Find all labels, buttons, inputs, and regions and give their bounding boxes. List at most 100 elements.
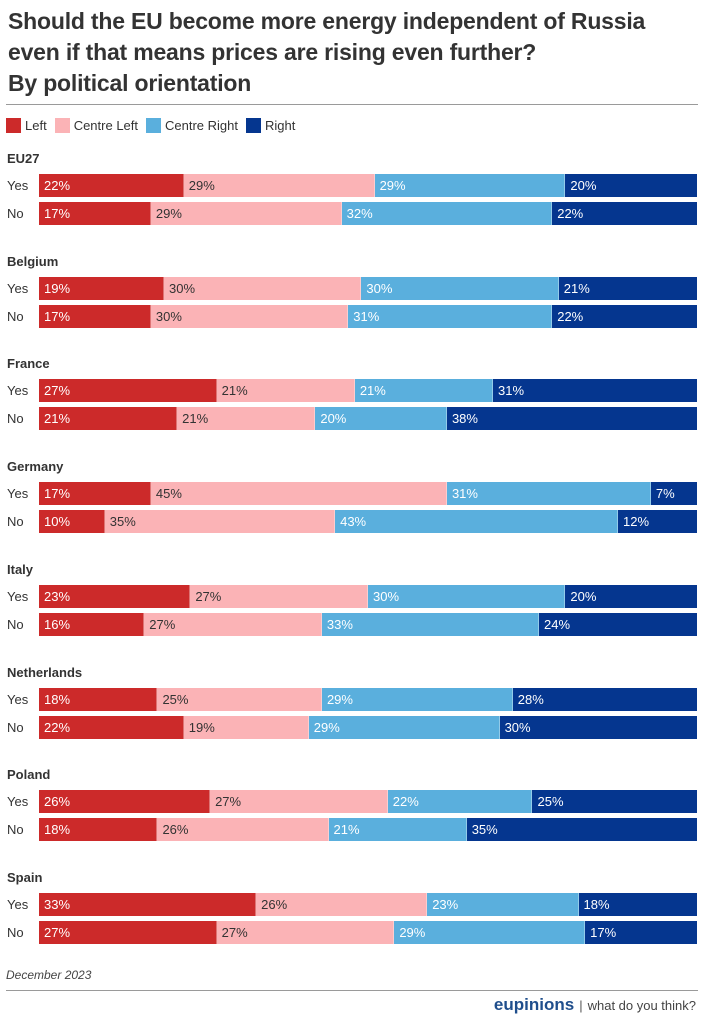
bar-segment-spain-yes-left: 33% (39, 892, 257, 916)
bar-segment-eu27-yes-left: 22% (39, 174, 184, 197)
bar-segment-germany-yes-left: 17% (39, 482, 151, 506)
bar-poland-yes: 26% 27% 22% 25% (39, 790, 697, 814)
bar-segment-france-no-centre-left: 21% (177, 407, 316, 431)
footer-divider (6, 990, 698, 991)
bar-segment-germany-no-centre-left: 35% (104, 510, 336, 534)
bar-segment-france-yes-right: 31% (493, 379, 697, 403)
title-divider (6, 104, 698, 105)
title-line-1: Should the EU become more energy indepen… (8, 8, 646, 34)
bar-spain-no: 27% 27% 29% 17% (39, 920, 697, 944)
bar-segment-italy-yes-left: 23% (39, 584, 191, 608)
group-label-italy: Italy (7, 561, 34, 577)
row-label-germany-no: No (7, 514, 24, 530)
bar-segment-france-yes-centre-right: 21% (354, 379, 493, 403)
bar-segment-poland-yes-centre-left: 27% (210, 790, 388, 814)
bar-segment-netherlands-yes-left: 18% (39, 687, 158, 711)
legend-label-left: Left (25, 118, 47, 133)
legend-label-centre-right: Centre Right (165, 118, 238, 133)
row-label-poland-yes: Yes (7, 794, 29, 810)
bar-belgium-yes: 19% 30% 30% 21% (39, 276, 697, 300)
bar-segment-eu27-yes-centre-right: 29% (374, 174, 566, 197)
bar-segment-eu27-no-centre-right: 32% (341, 202, 553, 225)
row-label-eu27-yes: Yes (7, 178, 29, 193)
legend-swatch-right (246, 118, 261, 133)
legend-item-left: Left (6, 118, 47, 133)
legend-swatch-centre-right (146, 118, 162, 133)
bar-segment-france-no-left: 21% (39, 407, 178, 431)
row-label-spain-no: No (7, 924, 24, 940)
bar-segment-eu27-no-right: 22% (552, 202, 697, 225)
row-label-netherlands-no: No (7, 719, 24, 735)
bar-segment-netherlands-no-centre-left: 19% (183, 715, 309, 739)
bar-segment-belgium-yes-right: 21% (558, 276, 697, 300)
bar-france-no: 21% 21% 20% 38% (39, 407, 697, 431)
bar-netherlands-yes: 18% 25% 29% 28% (39, 687, 697, 711)
row-label-eu27-no: No (7, 206, 24, 221)
group-label-poland: Poland (7, 767, 51, 783)
bar-segment-eu27-yes-right: 20% (565, 174, 697, 197)
brand-footer: eupinions | what do you think? (494, 995, 696, 1015)
row-label-france-no: No (7, 411, 24, 427)
legend-label-right: Right (265, 118, 296, 133)
bar-segment-italy-no-left: 16% (39, 612, 145, 636)
survey-date: December 2023 (6, 968, 92, 982)
bar-poland-no: 18% 26% 21% 35% (39, 818, 697, 842)
row-label-netherlands-yes: Yes (7, 691, 29, 707)
bar-segment-italy-yes-centre-left: 27% (190, 584, 368, 608)
bar-segment-france-yes-centre-left: 21% (216, 379, 355, 403)
bar-segment-poland-yes-centre-right: 22% (387, 790, 533, 814)
bar-segment-france-yes-left: 27% (39, 379, 217, 403)
bar-segment-belgium-no-left: 17% (39, 304, 151, 328)
bar-segment-netherlands-yes-right: 28% (512, 687, 697, 711)
bar-segment-eu27-no-left: 17% (39, 202, 151, 225)
bar-segment-poland-no-centre-right: 21% (328, 818, 467, 842)
bar-eu27-yes: 22% 29% 29% 20% (39, 174, 697, 197)
bar-segment-spain-no-centre-right: 29% (394, 920, 586, 944)
bar-segment-germany-yes-centre-left: 45% (150, 482, 447, 506)
bar-segment-germany-yes-right: 7% (650, 482, 697, 506)
group-label-spain: Spain (7, 869, 43, 885)
bar-italy-no: 16% 27% 33% 24% (39, 612, 697, 636)
bar-segment-netherlands-no-left: 22% (39, 715, 184, 739)
legend-item-right: Right (246, 118, 295, 133)
bar-segment-germany-no-right: 12% (618, 510, 697, 534)
bar-segment-italy-no-centre-left: 27% (144, 612, 322, 636)
bar-segment-spain-no-left: 27% (39, 920, 217, 944)
bar-segment-poland-yes-right: 25% (532, 790, 697, 814)
title-line-2: even if that means prices are rising eve… (8, 39, 537, 65)
bar-segment-belgium-no-centre-left: 30% (150, 304, 349, 328)
bar-segment-belgium-yes-centre-left: 30% (164, 276, 362, 300)
bar-segment-france-no-right: 38% (446, 407, 697, 431)
legend-swatch-centre-left (54, 118, 70, 133)
bar-france-yes: 27% 21% 21% 31% (39, 379, 697, 403)
row-label-belgium-yes: Yes (7, 280, 29, 296)
bar-segment-germany-no-centre-right: 43% (335, 510, 619, 534)
bar-segment-netherlands-no-centre-right: 29% (308, 715, 500, 739)
bar-spain-yes: 33% 26% 23% 18% (39, 892, 697, 916)
group-label-germany: Germany (7, 459, 64, 475)
bar-segment-eu27-yes-centre-left: 29% (183, 174, 375, 197)
bar-segment-poland-no-centre-left: 26% (157, 818, 329, 842)
bar-segment-netherlands-yes-centre-right: 29% (321, 687, 513, 711)
chart-title: Should the EU become more energy indepen… (8, 6, 698, 99)
bar-belgium-no: 17% 30% 31% 22% (39, 304, 697, 328)
bar-italy-yes: 23% 27% 30% 20% (39, 584, 697, 608)
row-label-italy-no: No (7, 616, 24, 632)
row-label-italy-yes: Yes (7, 588, 29, 604)
bar-netherlands-no: 22% 19% 29% 30% (39, 715, 697, 739)
bar-segment-belgium-yes-left: 19% (39, 276, 165, 300)
row-label-belgium-no: No (7, 308, 24, 324)
bar-germany-yes: 17% 45% 31% 7% (39, 482, 697, 506)
bar-segment-netherlands-no-right: 30% (499, 715, 697, 739)
bar-segment-germany-no-left: 10% (39, 510, 105, 534)
group-label-france: France (7, 356, 50, 372)
bar-segment-belgium-no-right: 22% (552, 304, 697, 328)
bar-segment-eu27-no-centre-left: 29% (150, 202, 342, 225)
bar-segment-spain-yes-centre-right: 23% (427, 892, 579, 916)
group-label-netherlands: Netherlands (7, 664, 83, 680)
legend: Left Centre Left Centre Right Right (6, 118, 303, 133)
bar-segment-spain-yes-centre-left: 26% (256, 892, 428, 916)
bar-segment-italy-yes-right: 20% (565, 584, 697, 608)
bar-segment-italy-no-right: 24% (539, 612, 697, 636)
legend-label-centre-left: Centre Left (73, 118, 139, 133)
